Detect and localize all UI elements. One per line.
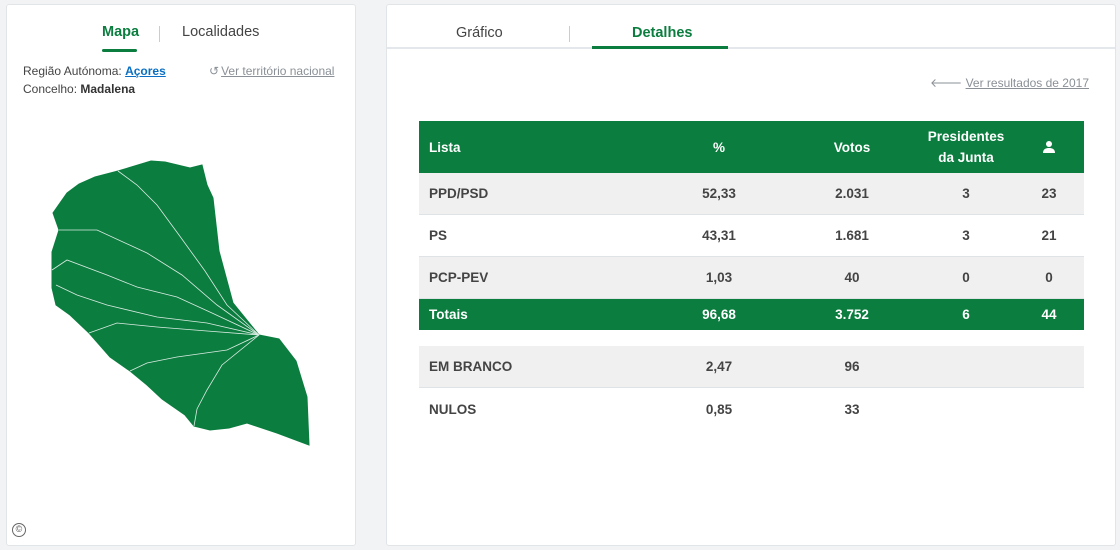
concelho-label: Concelho: [23,82,78,96]
cell-lista: PCP-PEV [429,270,489,285]
table-row: NULOS 0,85 33 [419,388,1084,430]
header-presidentes-line2: da Junta [938,150,994,165]
table-row: PCP-PEV 1,03 40 0 0 [419,257,1084,299]
cell-votos: 1.681 [835,228,869,243]
cell-votos: 40 [844,270,860,285]
tab-baseline [387,47,1115,49]
cell-presidentes: 6 [962,307,970,322]
municipality-map [51,160,310,446]
cell-percent: 1,03 [705,270,733,285]
header-votos: Votos [833,139,871,155]
tab-mapa[interactable]: Mapa [102,24,140,40]
ver-resultados-link[interactable]: 🡐 Ver resultados de 2017 [930,75,1089,90]
header-lista: Lista [429,139,461,155]
concelho-line: Concelho: Madalena [23,82,135,96]
person-icon [1024,121,1074,173]
header-presidentes-line1: Presidentes [927,129,1005,144]
cell-lista: Totais [429,307,468,322]
cell-votos: 33 [844,401,860,417]
cell-mandatos: 21 [1041,228,1057,243]
cell-presidentes: 3 [962,186,970,201]
region-link[interactable]: Açores [125,64,166,78]
tab-localidades[interactable]: Localidades [182,24,260,40]
table-spacer [419,330,1084,346]
cell-mandatos: 44 [1041,307,1057,322]
cell-lista: PS [429,228,448,243]
cell-percent: 2,47 [705,359,733,374]
cell-percent: 52,33 [702,186,736,201]
active-tab-indicator [102,49,137,52]
cell-percent: 96,68 [702,307,736,322]
cell-lista: PPD/PSD [429,186,489,201]
cell-lista: EM BRANCO [429,359,513,374]
totals-row: Totais 96,68 3.752 6 44 [419,299,1084,330]
active-tab-indicator [592,46,728,49]
arrow-left-icon: 🡐 [930,76,963,90]
cell-percent: 0,85 [705,401,733,417]
ver-territorio-link[interactable]: ↺ Ver território nacional [209,64,334,78]
region-label: Região Autónoma: [23,64,122,78]
copyright-icon[interactable]: © [12,523,26,537]
map-panel: Mapa Localidades Região Autónoma: Açores… [6,4,356,546]
cell-mandatos: 0 [1045,270,1053,285]
table-row: PPD/PSD 52,33 2.031 3 23 [419,173,1084,215]
cell-votos: 2.031 [835,186,869,201]
region-line: Região Autónoma: Açores [23,64,166,78]
table-header: Lista % Votos Presidentes da Junta [419,121,1084,173]
table-row: EM BRANCO 2,47 96 [419,346,1084,388]
cell-presidentes: 3 [962,228,970,243]
cell-percent: 43,31 [702,228,736,243]
concelho-value: Madalena [80,82,136,96]
header-presidentes: Presidentes da Junta [916,121,1016,173]
cell-votos: 3.752 [835,307,869,322]
cell-presidentes: 0 [962,270,970,285]
undo-icon: ↺ [209,64,220,78]
cell-lista: NULOS [429,401,477,417]
ver-resultados-label: Ver resultados de 2017 [965,76,1089,90]
map-tabs: Mapa Localidades [7,24,357,54]
tab-grafico[interactable]: Gráfico [456,25,503,41]
tab-divider [159,26,160,42]
cell-votos: 96 [844,359,860,374]
map-shape[interactable] [51,160,310,446]
results-table: Lista % Votos Presidentes da Junta PPD/PS… [419,121,1084,430]
table-row: PS 43,31 1.681 3 21 [419,215,1084,257]
cell-mandatos: 23 [1041,186,1057,201]
details-panel: Gráfico Detalhes 🡐 Ver resultados de 201… [386,4,1116,546]
tab-detalhes[interactable]: Detalhes [632,25,693,41]
tab-divider [569,26,570,42]
header-percent: % [712,139,725,155]
ver-territorio-label: Ver território nacional [221,64,335,78]
